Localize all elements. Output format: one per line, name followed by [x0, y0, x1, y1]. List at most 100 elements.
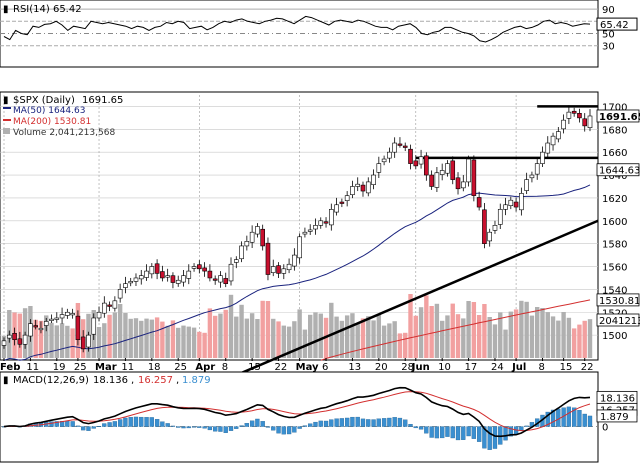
- volume-bar: [387, 323, 392, 358]
- volume-bar: [344, 315, 350, 358]
- candle-body: [117, 289, 123, 299]
- price-legend-icon: ▮: [3, 95, 9, 106]
- candle-body: [160, 271, 165, 279]
- candle-body: [497, 209, 503, 225]
- candle-body: [313, 225, 318, 230]
- volume-bar: [186, 326, 191, 358]
- volume-bar: [59, 323, 65, 358]
- x-tick-label: 20: [375, 362, 388, 373]
- candle-body: [376, 163, 382, 173]
- macd-hist-bar: [297, 426, 302, 429]
- candle-body: [487, 231, 492, 242]
- ma200-series: [320, 299, 591, 361]
- candle-body: [91, 317, 97, 335]
- volume-bar: [471, 302, 477, 358]
- macd-hist-bar: [308, 423, 313, 427]
- candle-body: [123, 283, 128, 288]
- price-tick-label: 1540: [602, 285, 627, 296]
- macd-hist-bar: [112, 421, 118, 427]
- volume-bar: [508, 311, 514, 358]
- candle-body: [270, 266, 276, 273]
- macd-tick-label: 0: [602, 423, 608, 434]
- candle-body: [149, 266, 155, 275]
- candle-body: [482, 209, 487, 244]
- volume-tag-label: 2041213: [599, 316, 640, 327]
- x-tick-label: 11: [121, 362, 134, 373]
- macd-hist-bar: [345, 417, 350, 427]
- volume-bar: [445, 315, 450, 358]
- macd-hist-bar: [550, 409, 556, 427]
- candle-body: [43, 321, 49, 326]
- x-tick-label: May: [296, 362, 319, 373]
- volume-bar: [265, 301, 271, 358]
- trend-lines: [235, 105, 599, 377]
- volume-bar: [286, 326, 292, 358]
- rsi-tick-label: 90: [602, 5, 615, 16]
- candle-body: [524, 179, 529, 191]
- volume-bar: [207, 308, 213, 358]
- macd-hist-bar: [424, 426, 429, 434]
- volume-bar: [218, 313, 223, 358]
- candle-body: [439, 170, 445, 175]
- candle-body: [519, 193, 524, 211]
- macd-hist-bar: [281, 426, 286, 435]
- volume-bar: [434, 303, 440, 358]
- price-value-tags: 1691.65 1644.63 1530.81 2041213: [596, 109, 640, 327]
- volume-bar: [54, 325, 59, 358]
- macd-hist-bar: [117, 419, 123, 427]
- macd-hist-bar: [244, 423, 249, 427]
- candle-body: [38, 327, 44, 331]
- ma200-legend-swatch: [3, 119, 11, 121]
- price-tick-label: 1640: [602, 171, 627, 182]
- x-tick-label: Jun: [411, 362, 430, 373]
- macd-hist-bar: [102, 423, 107, 427]
- x-tick-label: 8: [538, 362, 544, 373]
- macd-hist-bar: [471, 426, 477, 439]
- candle-body: [59, 314, 65, 319]
- x-tick-label: 6: [322, 362, 328, 373]
- candle-body: [450, 160, 456, 180]
- volume-bar: [408, 294, 413, 358]
- volume-bar: [133, 318, 139, 358]
- candle-body: [281, 268, 287, 274]
- macd-hist-bar: [81, 426, 86, 431]
- macd-hist-bar: [191, 426, 197, 428]
- hist-tag-box: [596, 409, 638, 423]
- candle-body: [80, 336, 86, 350]
- macd-hist-bar: [292, 426, 297, 433]
- volume-bar: [492, 324, 498, 358]
- candle-body: [223, 278, 229, 284]
- volume-bar: [191, 327, 197, 358]
- macd-tag-label: 18.136: [600, 393, 635, 404]
- volume-bar: [276, 321, 281, 358]
- candle-body: [175, 279, 181, 284]
- price-tick-label: 1700: [602, 102, 627, 113]
- macd-hist-bar: [582, 413, 587, 427]
- candle-body: [587, 115, 593, 129]
- volume-bar: [360, 318, 366, 358]
- macd-params: MACD(12,26,9): [13, 375, 89, 386]
- volume-bar: [381, 325, 387, 358]
- volume-bar: [540, 308, 545, 358]
- candle-body: [582, 118, 588, 127]
- volume-bar: [371, 320, 376, 358]
- ma50-tag-label: 1644.63: [599, 166, 640, 177]
- macd-hist-bar: [350, 416, 355, 427]
- macd-hist-bar: [313, 421, 318, 427]
- macd-value: 18.136: [93, 375, 128, 386]
- candle-body: [365, 181, 371, 194]
- candle-body: [233, 259, 239, 263]
- volume-bar: [418, 307, 424, 358]
- volume-bar: [550, 316, 556, 358]
- volume-bar: [561, 312, 566, 358]
- macd-hist-bar: [107, 422, 112, 427]
- macd-hist-bar: [170, 425, 176, 427]
- macd-hist-bar: [65, 420, 70, 427]
- macd-hist-bar: [360, 418, 366, 427]
- x-tick-label: 17: [465, 362, 478, 373]
- volume-bar: [33, 319, 38, 358]
- macd-hist-bar: [165, 423, 170, 427]
- macd-hist-bar: [176, 426, 181, 428]
- volume-bar: [424, 295, 429, 358]
